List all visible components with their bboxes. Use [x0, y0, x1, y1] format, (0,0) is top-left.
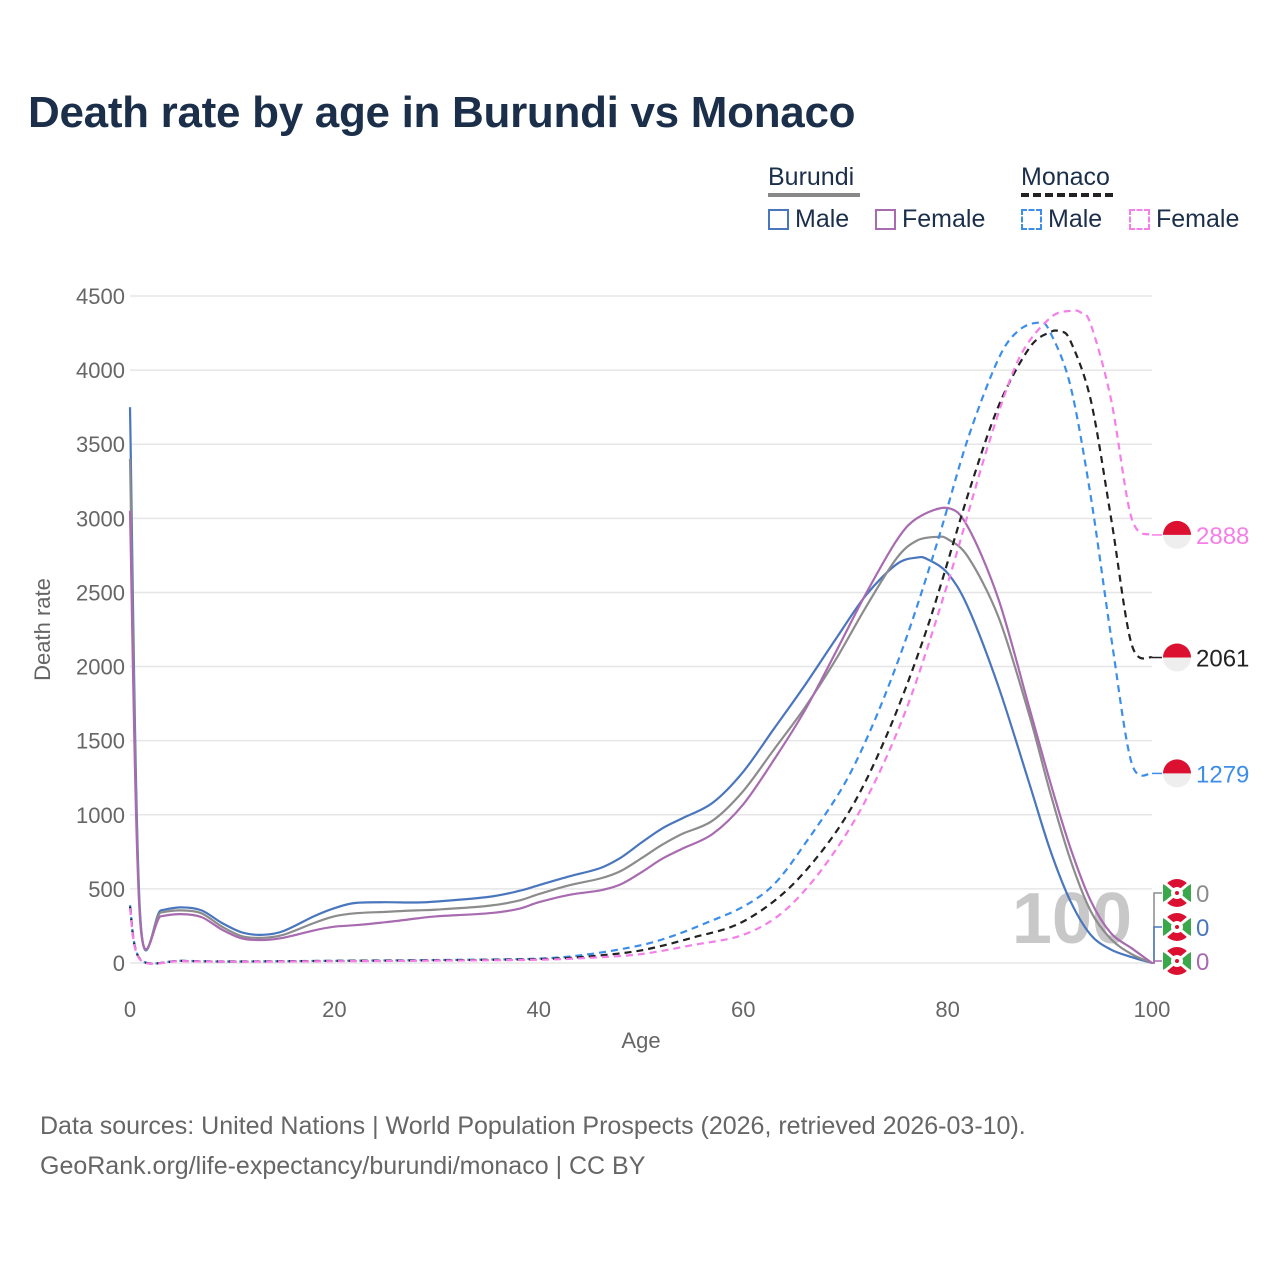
monaco-flag-icon — [1163, 759, 1191, 788]
burundi-flag-icon — [1163, 879, 1191, 907]
series-line-burundi-male — [128, 407, 1153, 965]
end-labels: 1279 2061 2888 0 0 0 — [1152, 520, 1249, 976]
x-tick-label: 60 — [731, 997, 755, 1022]
x-tick-label: 80 — [935, 997, 959, 1022]
burundi-flag-icon — [1163, 947, 1191, 975]
monaco-flag-icon — [1163, 643, 1191, 672]
series-line-monaco-female — [128, 309, 1153, 965]
legend-label: Male — [795, 205, 850, 233]
legend-swatch — [768, 209, 789, 230]
source-line-2[interactable]: GeoRank.org/life-expectancy/burundi/mona… — [40, 1152, 646, 1180]
flag-star — [1175, 891, 1179, 895]
line-chart: 100 050010001500200025003000350040004500… — [30, 284, 1249, 1053]
legend-label: Female — [1156, 205, 1240, 233]
legend-item-burundi-male[interactable]: Male — [768, 205, 849, 234]
y-tick-label: 0 — [113, 951, 125, 976]
y-tick-label: 2000 — [76, 655, 125, 680]
legend-group-burundi-line — [768, 193, 860, 197]
end-value-label: 2061 — [1196, 646, 1249, 673]
legend-swatch — [875, 209, 896, 230]
series-line-monaco-total — [128, 329, 1153, 965]
gridlines — [130, 295, 1152, 964]
monaco-flag-icon — [1163, 520, 1191, 549]
x-axis-title: Age — [621, 1028, 660, 1053]
x-tick-label: 40 — [527, 997, 551, 1022]
y-tick-label: 4500 — [76, 284, 125, 309]
series-lines — [128, 309, 1153, 965]
legend-item-monaco-male[interactable]: Male — [1021, 205, 1102, 234]
end-value-label: 0 — [1196, 881, 1209, 908]
flag-green-left — [1163, 952, 1177, 970]
flag-star — [1175, 925, 1179, 929]
series-line-monaco-male — [128, 321, 1153, 965]
watermark-text: 100 — [1012, 879, 1132, 959]
axis-ticks: 0 500 1000 1500 2000 2500 3000 3500 4000 4500 0 20 4… — [76, 284, 1170, 1022]
flag-red-half — [1163, 643, 1191, 658]
flag-green-left — [1163, 918, 1177, 936]
source-note: Data sources: United Nations | World Pop… — [40, 1106, 1026, 1186]
flag-green-right — [1177, 884, 1191, 902]
legend-item-monaco-female[interactable]: Female — [1129, 205, 1239, 234]
flag-red-half — [1163, 759, 1191, 774]
end-value-label: 2888 — [1196, 523, 1249, 550]
end-value-label: 0 — [1196, 949, 1209, 976]
y-tick-label: 1500 — [76, 729, 125, 754]
legend-swatch — [1129, 209, 1150, 230]
x-tick-label: 100 — [1134, 997, 1171, 1022]
source-line-1: Data sources: United Nations | World Pop… — [40, 1112, 1026, 1140]
y-tick-label: 4000 — [76, 358, 125, 383]
end-value-label: 0 — [1196, 915, 1209, 942]
legend-label: Female — [902, 205, 986, 233]
legend-group-monaco-line — [1021, 193, 1113, 197]
end-value-label: 1279 — [1196, 761, 1249, 788]
y-tick-label: 500 — [88, 877, 125, 902]
legend-label: Male — [1048, 205, 1103, 233]
burundi-flag-icon — [1163, 913, 1191, 941]
flag-green-left — [1163, 884, 1177, 902]
chart-title: Death rate by age in Burundi vs Monaco — [28, 88, 856, 137]
flag-green-right — [1177, 952, 1191, 970]
legend-item-burundi-female[interactable]: Female — [875, 205, 985, 234]
legend-group-monaco: Monaco — [1021, 163, 1110, 191]
legend-swatch — [1021, 209, 1042, 230]
flag-green-right — [1177, 918, 1191, 936]
flag-red-half — [1163, 520, 1191, 535]
x-tick-label: 0 — [124, 997, 136, 1022]
y-tick-label: 3500 — [76, 432, 125, 457]
y-tick-label: 1000 — [76, 803, 125, 828]
flag-star — [1175, 959, 1179, 963]
series-line-burundi-female — [128, 506, 1153, 964]
y-tick-label: 2500 — [76, 580, 125, 605]
y-axis-title: Death rate — [30, 578, 55, 681]
x-tick-label: 20 — [322, 997, 346, 1022]
y-tick-label: 3000 — [76, 506, 125, 531]
end-connector — [1152, 960, 1162, 964]
end-connector — [1152, 926, 1162, 964]
legend-group-burundi: Burundi — [768, 163, 855, 191]
series-line-burundi-total — [128, 458, 1153, 965]
